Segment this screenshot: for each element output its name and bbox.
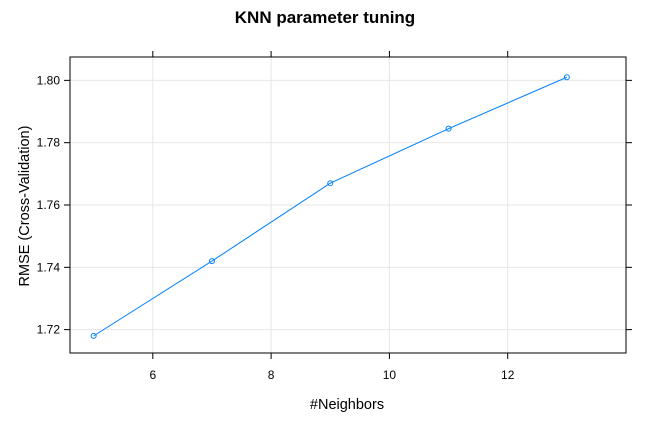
x-tick-label: 12 — [501, 368, 515, 382]
chart-title: KNN parameter tuning — [235, 8, 415, 27]
x-tick-label: 10 — [383, 368, 397, 382]
x-axis-title: #Neighbors — [310, 397, 384, 413]
y-tick-label: 1.74 — [37, 260, 61, 274]
data-point — [327, 180, 334, 187]
y-axis-title: RMSE (Cross-Validation) — [17, 126, 33, 287]
data-point — [208, 258, 215, 265]
y-tick-label: 1.76 — [37, 198, 61, 212]
series-layer — [90, 74, 570, 339]
data-point — [90, 332, 97, 339]
data-point — [563, 74, 570, 81]
data-point — [445, 125, 452, 132]
y-tick-label: 1.78 — [37, 136, 61, 150]
series-line — [93, 76, 568, 337]
axis-ticks: 6 8 10 12 1.72 1.74 1.76 1.78 1.80 — [37, 51, 632, 382]
x-tick-label: 6 — [149, 368, 156, 382]
y-tick-label: 1.72 — [37, 323, 61, 337]
x-tick-label: 8 — [268, 368, 275, 382]
y-tick-label: 1.80 — [37, 73, 61, 87]
grid-lines — [70, 57, 626, 353]
